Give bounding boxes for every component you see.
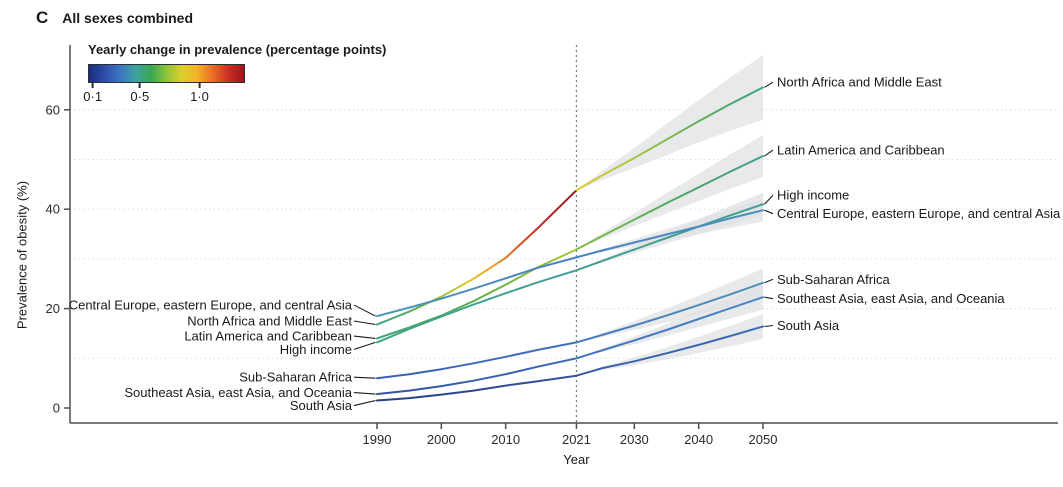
colorbar-legend: Yearly change in prevalence (percentage … [83, 42, 387, 105]
colorbar-tick-label: 1·0 [190, 89, 209, 104]
line-forecast-high-income [575, 203, 764, 272]
uncertainty-band-north-africa-and-middle-east [576, 55, 763, 191]
x-tick-label: 2010 [491, 432, 520, 447]
leader-left-sub-saharan-africa [353, 376, 376, 379]
line-history-north-africa-and-middle-east [376, 189, 578, 326]
colorbar-tick-mark [198, 83, 201, 88]
line-history-south-asia [376, 374, 578, 402]
line-history-central-europe-eastern-europe-and-central-asia [376, 256, 578, 318]
label-right-southeast-asia-east-asia-and-oceania: Southeast Asia, east Asia, and Oceania [777, 291, 1005, 306]
label-left-north-africa-and-middle-east: North Africa and Middle East [187, 314, 352, 329]
leader-right-central-europe-eastern-europe-and-central-asia [764, 209, 774, 215]
y-tick-label: 0 [53, 401, 60, 416]
leader-left-latin-america-and-caribbean [353, 335, 376, 339]
y-tick-label: 60 [46, 102, 60, 117]
label-left-high-income: High income [280, 342, 352, 357]
leader-left-south-asia [353, 400, 376, 407]
leader-left-southeast-asia-east-asia-and-oceania [353, 392, 376, 395]
x-tick-label: 1990 [363, 432, 392, 447]
label-left-central-europe-eastern-europe-and-central-asia: Central Europe, eastern Europe, and cent… [69, 298, 353, 313]
colorbar-tick: 0·5 [130, 83, 149, 104]
line-forecast-south-asia [575, 325, 764, 377]
label-left-southeast-asia-east-asia-and-oceania: Southeast Asia, east Asia, and Oceania [124, 385, 352, 400]
label-right-sub-saharan-africa: Sub-Saharan Africa [777, 272, 891, 287]
line-forecast-central-europe-eastern-europe-and-central-asia [575, 209, 764, 259]
panel-header: C All sexes combined [36, 8, 193, 28]
leader-right-latin-america-and-caribbean [764, 149, 774, 157]
leader-right-high-income [764, 194, 774, 205]
x-tick-label: 2050 [749, 432, 778, 447]
label-left-latin-america-and-caribbean: Latin America and Caribbean [184, 329, 352, 344]
label-right-latin-america-and-caribbean: Latin America and Caribbean [777, 143, 945, 158]
label-right-high-income: High income [777, 188, 849, 203]
legend-title: Yearly change in prevalence (percentage … [88, 42, 387, 57]
x-tick-label: 2021 [562, 432, 591, 447]
label-right-north-africa-and-middle-east: North Africa and Middle East [777, 75, 942, 90]
colorbar-tick-label: 0·5 [130, 89, 150, 104]
leader-right-south-asia [764, 324, 774, 328]
colorbar-gradient [88, 64, 245, 83]
line-history-high-income [376, 269, 578, 344]
x-axis-label: Year [563, 452, 590, 467]
label-right-south-asia: South Asia [777, 318, 840, 333]
line-forecast-latin-america-and-caribbean [575, 155, 764, 251]
colorbar-tick-label: 0·1 [83, 89, 103, 104]
panel-title: All sexes combined [62, 10, 193, 26]
leader-left-north-africa-and-middle-east [353, 320, 376, 326]
leader-left-high-income [353, 341, 376, 350]
leader-right-southeast-asia-east-asia-and-oceania [764, 296, 774, 300]
colorbar-tick-mark [139, 83, 141, 88]
line-forecast-southeast-asia-east-asia-and-oceania [575, 296, 764, 360]
label-right-central-europe-eastern-europe-and-central-asia: Central Europe, eastern Europe, and cent… [777, 206, 1061, 221]
y-tick-label: 20 [46, 301, 60, 316]
x-tick-label: 2030 [620, 432, 649, 447]
colorbar-tick: 0·1 [83, 83, 102, 104]
label-left-sub-saharan-africa: Sub-Saharan Africa [239, 370, 353, 385]
uncertainty-band-latin-america-and-caribbean [576, 135, 763, 250]
line-forecast-north-africa-and-middle-east [575, 86, 764, 192]
colorbar-tick-mark [91, 83, 94, 88]
leader-right-north-africa-and-middle-east [764, 81, 774, 88]
label-left-south-asia: South Asia [290, 398, 353, 413]
x-tick-label: 2040 [684, 432, 713, 447]
line-history-latin-america-and-caribbean [376, 248, 578, 340]
line-forecast-sub-saharan-africa [575, 281, 764, 344]
y-tick-label: 40 [46, 202, 60, 217]
x-tick-label: 2000 [427, 432, 456, 447]
uncertainty-band-central-europe-eastern-europe-and-central-asia [576, 198, 763, 258]
colorbar-tick: 1·0 [190, 83, 209, 104]
panel-letter: C [36, 8, 49, 27]
leader-left-central-europe-eastern-europe-and-central-asia [353, 304, 376, 317]
colorbar-ticks: 0·1 0·5 1·0 [83, 83, 245, 105]
line-history-sub-saharan-africa [376, 341, 578, 380]
line-history-southeast-asia-east-asia-and-oceania [376, 357, 578, 396]
leader-right-sub-saharan-africa [764, 278, 774, 284]
